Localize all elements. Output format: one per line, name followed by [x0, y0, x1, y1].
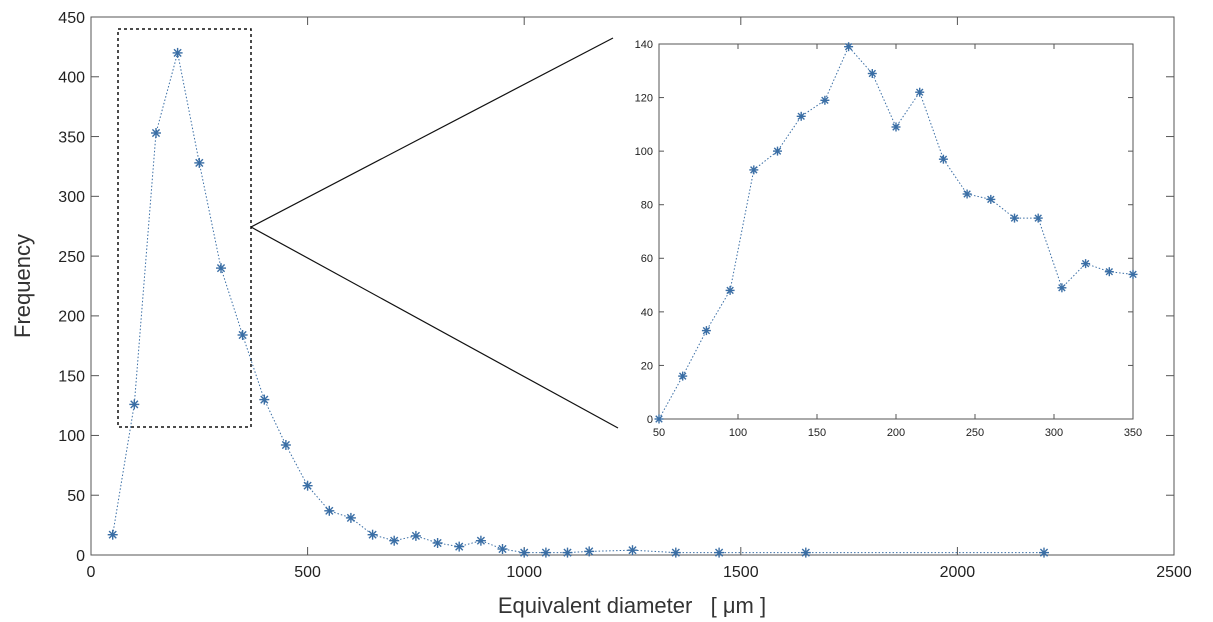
x-tick-label: 0 — [87, 564, 96, 581]
data-point — [129, 399, 140, 410]
x-tick-label: 300 — [1045, 427, 1063, 439]
data-point — [714, 547, 725, 558]
y-tick-label: 0 — [647, 414, 653, 426]
data-point — [410, 530, 421, 541]
data-point — [1104, 267, 1114, 277]
main-series — [107, 47, 1049, 558]
zoom-highlight-box — [117, 28, 252, 428]
y-tick-label: 100 — [58, 428, 85, 445]
data-point — [519, 547, 530, 558]
data-point — [562, 547, 573, 558]
inset-tick-labels: 50 100 150 200 250 300 350 0 20 40 60 80 100 120 140 — [635, 39, 1143, 439]
data-point — [107, 529, 118, 540]
data-point — [820, 95, 830, 105]
data-point — [497, 544, 508, 554]
data-point — [749, 165, 759, 175]
data-point — [324, 505, 335, 516]
y-tick-label: 250 — [58, 249, 85, 266]
data-point — [800, 547, 811, 558]
data-point — [867, 69, 877, 78]
data-point — [891, 122, 901, 132]
data-point — [194, 157, 205, 168]
data-point — [962, 189, 972, 199]
data-point — [725, 285, 735, 295]
x-axis-title: Equivalent diameter [ μm ] — [498, 593, 766, 618]
y-tick-label: 140 — [635, 39, 653, 51]
inset-background — [659, 44, 1133, 419]
y-axis-title: Frequency — [10, 234, 35, 338]
y-tick-label: 450 — [58, 10, 85, 27]
x-tick-label: 500 — [294, 564, 321, 581]
x-tick-label: 200 — [887, 427, 905, 439]
y-tick-label: 350 — [58, 129, 85, 146]
x-tick-label: 250 — [966, 427, 984, 439]
y-tick-label: 200 — [58, 309, 85, 326]
data-point — [280, 440, 291, 450]
data-point — [915, 87, 925, 97]
data-point — [432, 538, 443, 548]
series-line — [658, 45, 1134, 420]
data-point — [216, 263, 226, 274]
data-point — [773, 146, 782, 156]
data-point — [1039, 547, 1049, 558]
zoom-connector-lower — [250, 226, 619, 429]
inset-series — [654, 42, 1138, 424]
data-point — [237, 330, 248, 340]
data-point — [151, 128, 161, 138]
y-tick-label: 150 — [58, 368, 85, 385]
main-ticks — [90, 16, 1175, 556]
x-tick-label: 1000 — [506, 564, 542, 581]
data-point — [345, 512, 356, 523]
y-tick-label: 300 — [58, 189, 85, 206]
data-point — [1010, 213, 1019, 223]
y-tick-label: 20 — [641, 360, 653, 372]
data-point — [454, 541, 465, 552]
x-tick-label: 50 — [653, 427, 665, 439]
data-point — [475, 535, 486, 546]
y-tick-label: 80 — [641, 200, 653, 212]
data-point — [584, 546, 595, 557]
y-tick-label: 100 — [635, 146, 653, 158]
data-point — [938, 154, 948, 164]
data-point — [627, 545, 638, 556]
x-tick-label: 2500 — [1156, 564, 1192, 581]
y-tick-label: 60 — [641, 253, 653, 265]
y-tick-label: 0 — [76, 548, 85, 565]
data-point — [389, 535, 400, 546]
data-point — [654, 414, 664, 424]
data-point — [1057, 283, 1067, 293]
x-tick-label: 150 — [808, 427, 826, 439]
data-point — [670, 547, 681, 558]
main-tick-labels: 0 500 1000 1500 2000 250005010015020025030035… — [58, 10, 1192, 581]
y-tick-label: 120 — [635, 93, 653, 105]
y-tick-label: 50 — [67, 488, 85, 505]
y-tick-label: 40 — [641, 307, 653, 319]
x-tick-label: 2000 — [940, 564, 976, 581]
x-tick-label: 100 — [729, 427, 747, 439]
data-point — [302, 480, 313, 491]
data-point — [172, 47, 183, 58]
data-point — [259, 394, 270, 405]
zoom-connector-upper — [250, 37, 614, 228]
data-point — [678, 371, 688, 381]
data-point — [796, 111, 806, 121]
data-point — [540, 547, 551, 558]
data-point — [367, 529, 378, 540]
x-tick-label: 1500 — [723, 564, 759, 581]
data-point — [986, 194, 996, 204]
data-point — [701, 326, 711, 336]
data-point — [1128, 269, 1138, 279]
data-point — [1081, 259, 1091, 269]
data-point — [1033, 213, 1043, 223]
x-tick-label: 350 — [1124, 427, 1142, 439]
data-point — [844, 42, 854, 52]
y-tick-label: 400 — [58, 70, 85, 87]
